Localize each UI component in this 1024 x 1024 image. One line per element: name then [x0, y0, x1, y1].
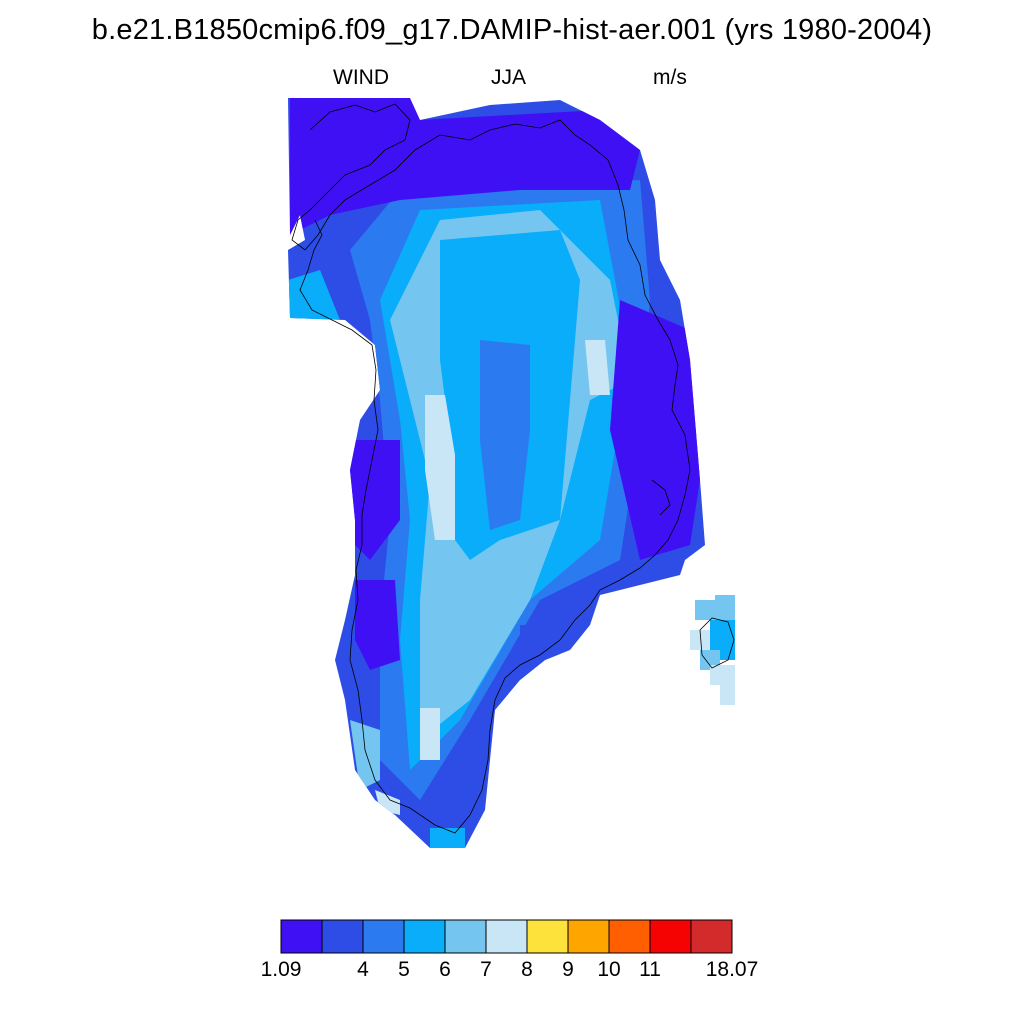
- colorbar-tick-label: 4: [357, 958, 369, 981]
- variable-label: WIND: [333, 66, 389, 89]
- units-label: m/s: [653, 66, 687, 89]
- coastlines: [291, 103, 735, 834]
- colorbar-tick-label: 11: [639, 958, 661, 981]
- season-label: JJA: [491, 66, 527, 89]
- colorbar-tick-label: 8: [521, 958, 533, 981]
- colorbar-swatch: [280, 919, 323, 954]
- plot-title: b.e21.B1850cmip6.f09_g17.DAMIP-hist-aer.…: [91, 14, 933, 46]
- colorbar-tick-label: 6: [439, 958, 451, 981]
- colorbar-tick-label: 7: [480, 958, 492, 981]
- colorbar-tick-label: 1.09: [260, 958, 302, 981]
- colorbar-tick-label: 5: [398, 958, 410, 981]
- colorbar-tick-label: 18.07: [705, 958, 759, 981]
- colorbar-swatch: [526, 919, 569, 954]
- colorbar-swatch: [608, 919, 651, 954]
- colorbar-swatch: [649, 919, 692, 954]
- colorbar-swatch: [485, 919, 528, 954]
- colorbar-tick-label: 10: [597, 958, 621, 981]
- colorbar-swatch: [321, 919, 364, 954]
- colorbar-swatch: [690, 919, 733, 954]
- iceland-cells: [690, 595, 735, 705]
- colorbar-tick-label: 9: [562, 958, 574, 981]
- colorbar-swatch: [567, 919, 610, 954]
- colorbar-swatch: [403, 919, 446, 954]
- colorbar-swatch: [362, 919, 405, 954]
- colorbar-swatch: [444, 919, 487, 954]
